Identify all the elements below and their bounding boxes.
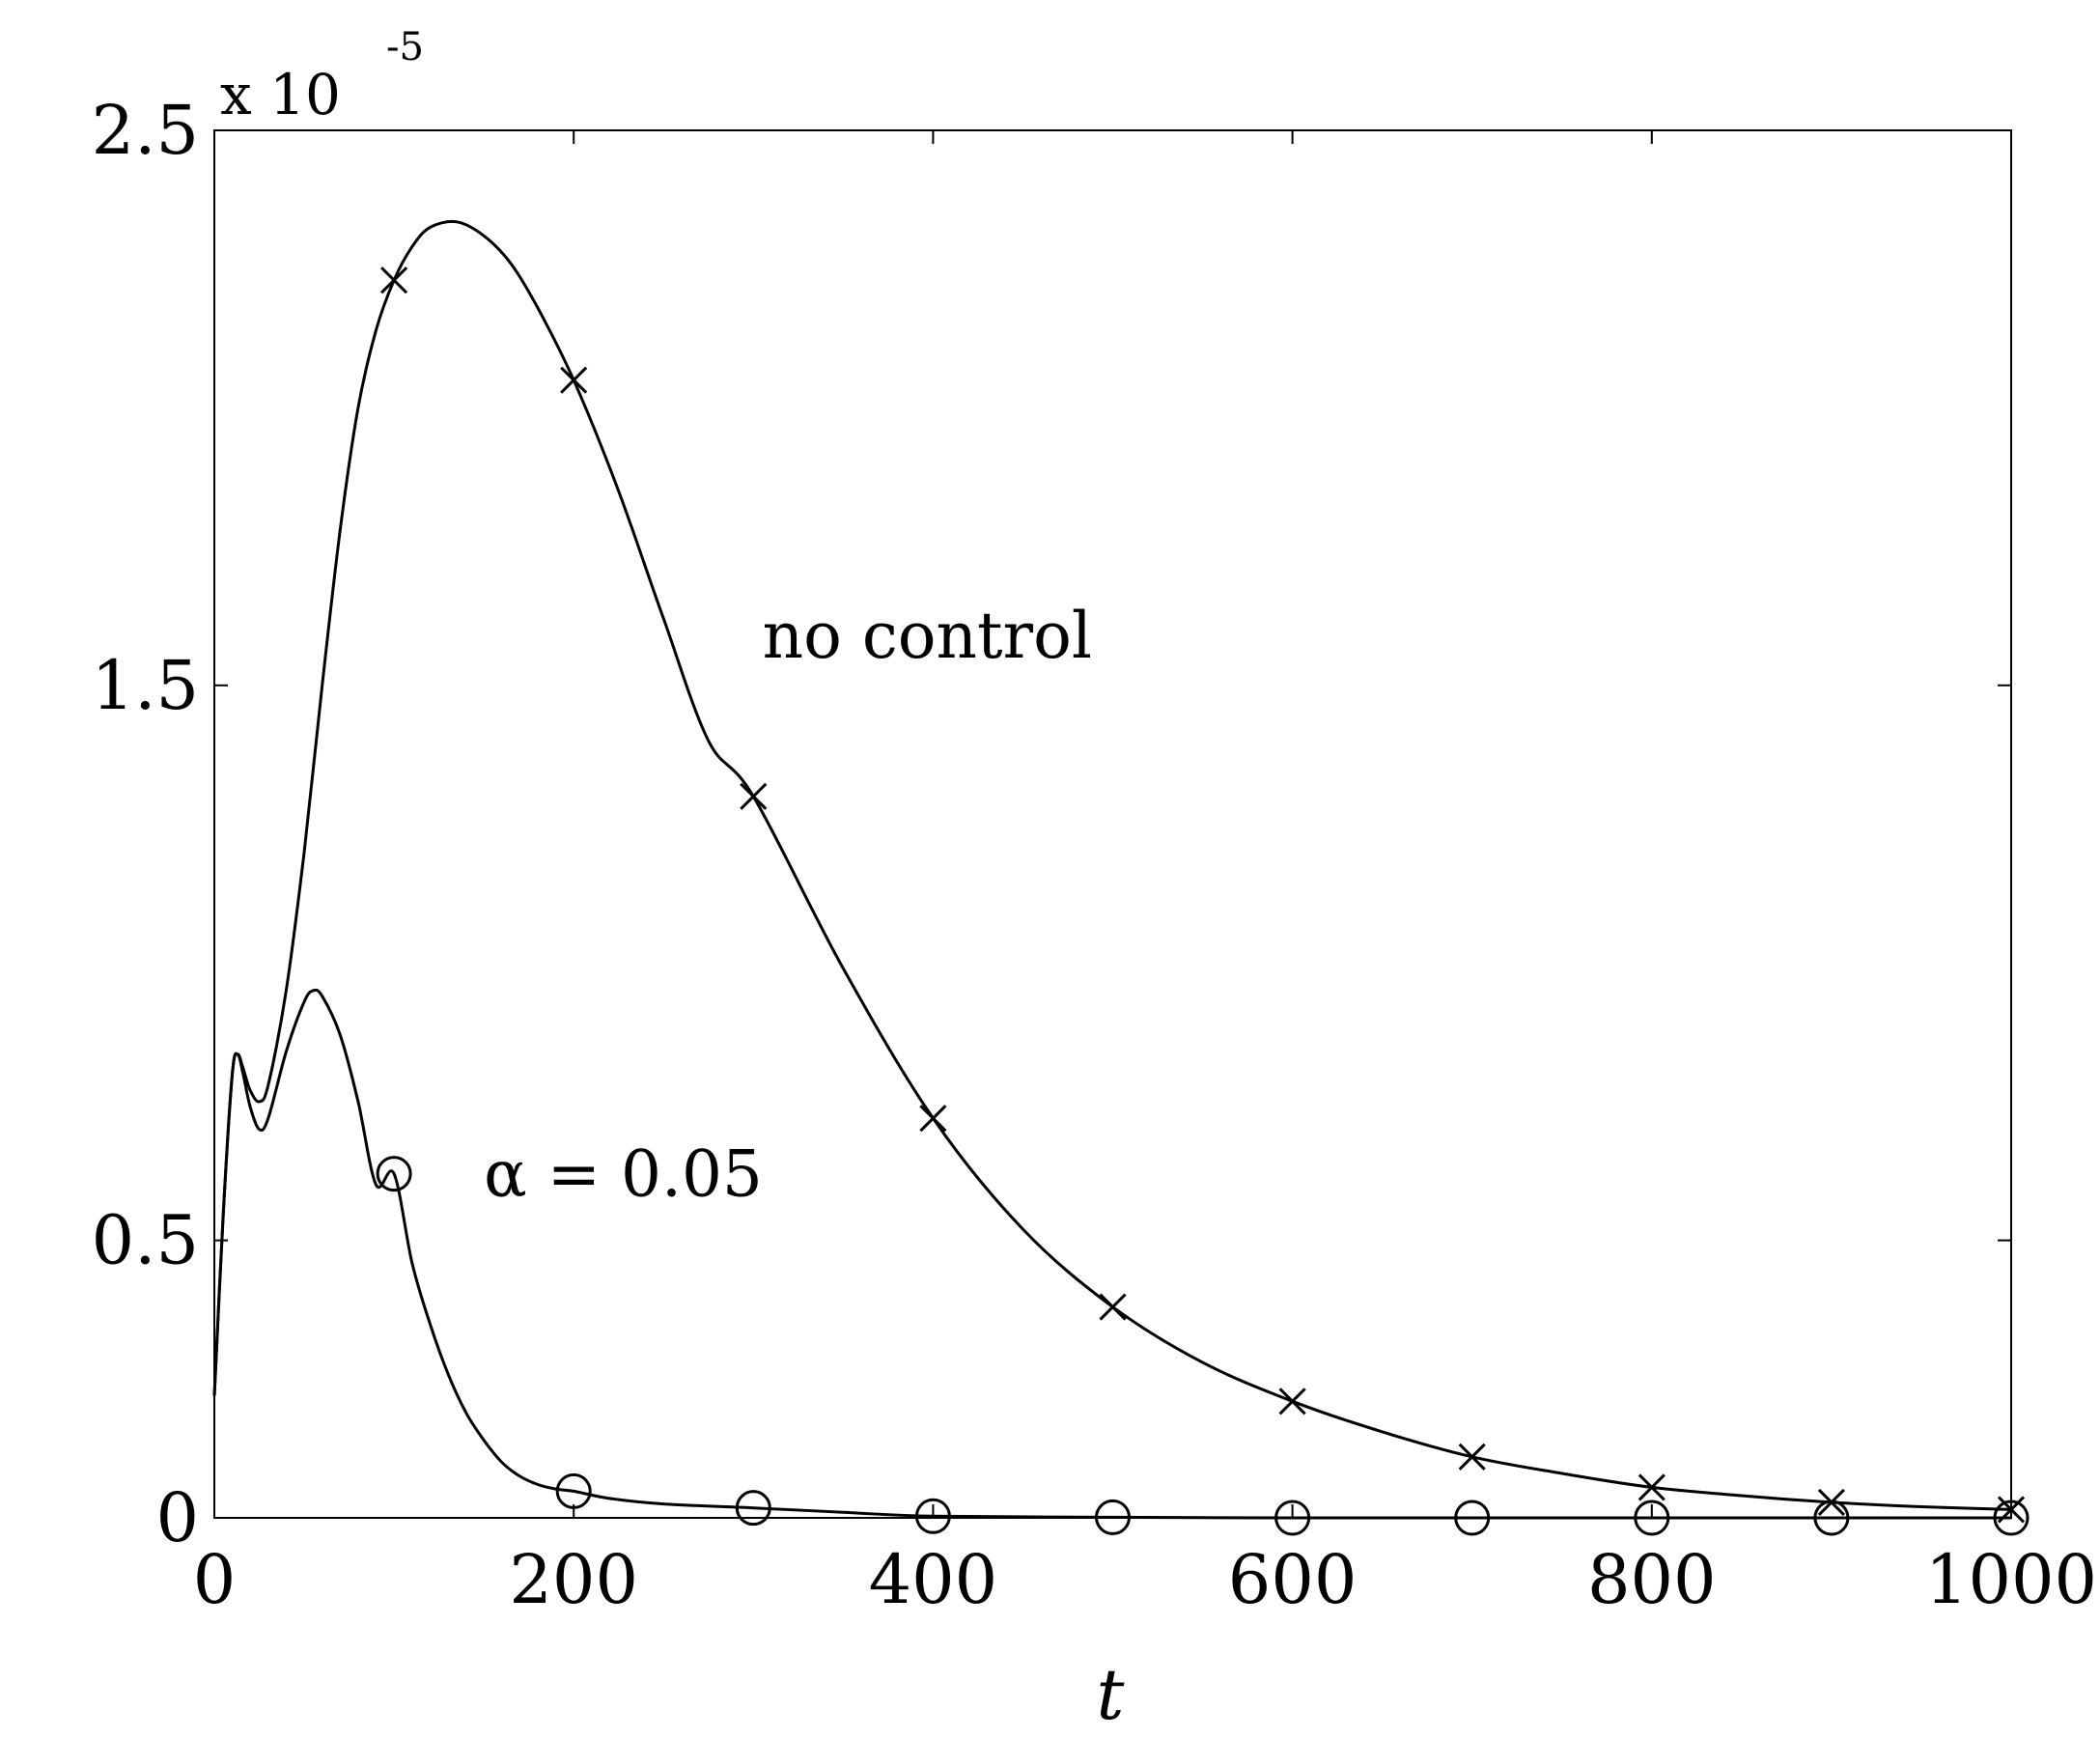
ticks-layer [213, 129, 2012, 1519]
marker-x [1458, 1443, 1486, 1471]
marker-circle [1993, 1500, 2030, 1536]
y-exponent-base: x 10 [220, 62, 341, 127]
marker-circle [735, 1490, 771, 1527]
series-line-1 [212, 988, 2011, 1520]
annotation-1: α = 0.05 [484, 1137, 763, 1212]
x-tick-label: 400 [869, 1540, 998, 1619]
marker-x [1099, 1293, 1127, 1321]
series-layer [212, 219, 2030, 1536]
plot-area [213, 129, 2012, 1519]
marker-circle [1095, 1499, 1131, 1535]
y-exponent-power: -5 [386, 25, 424, 70]
x-axis-label: t [1097, 1654, 1126, 1735]
series-line-0 [212, 219, 2012, 1511]
x-tick-label: 200 [509, 1540, 638, 1619]
y-tick-label: 1.5 [92, 646, 199, 725]
y-tick-label: 2.5 [92, 91, 199, 170]
marker-circle [1454, 1500, 1491, 1536]
marker-x [740, 782, 768, 810]
marker-circle [1274, 1500, 1311, 1536]
marker-x [380, 266, 408, 294]
marker-x [1278, 1388, 1306, 1416]
marker-circle [914, 1498, 951, 1534]
x-tick-label: 1000 [1925, 1540, 2097, 1619]
x-tick-label: 600 [1228, 1540, 1358, 1619]
marker-circle [1813, 1500, 1850, 1536]
y-tick-label: 0.5 [92, 1201, 199, 1280]
marker-circle [555, 1472, 592, 1509]
marker-x [919, 1105, 947, 1133]
x-tick-label: 0 [193, 1540, 237, 1619]
marker-circle [376, 1156, 412, 1192]
marker-x [1638, 1473, 1666, 1501]
marker-circle [1634, 1500, 1670, 1536]
marker-x [560, 366, 588, 394]
x-tick-label: 800 [1587, 1540, 1717, 1619]
labels-layer: 0 200 400 600 800 1000 0 0.5 1.5 2.5 no control α =… [92, 91, 2097, 1619]
y-tick-label: 0 [155, 1478, 199, 1557]
annotation-0: no control [763, 599, 1092, 673]
